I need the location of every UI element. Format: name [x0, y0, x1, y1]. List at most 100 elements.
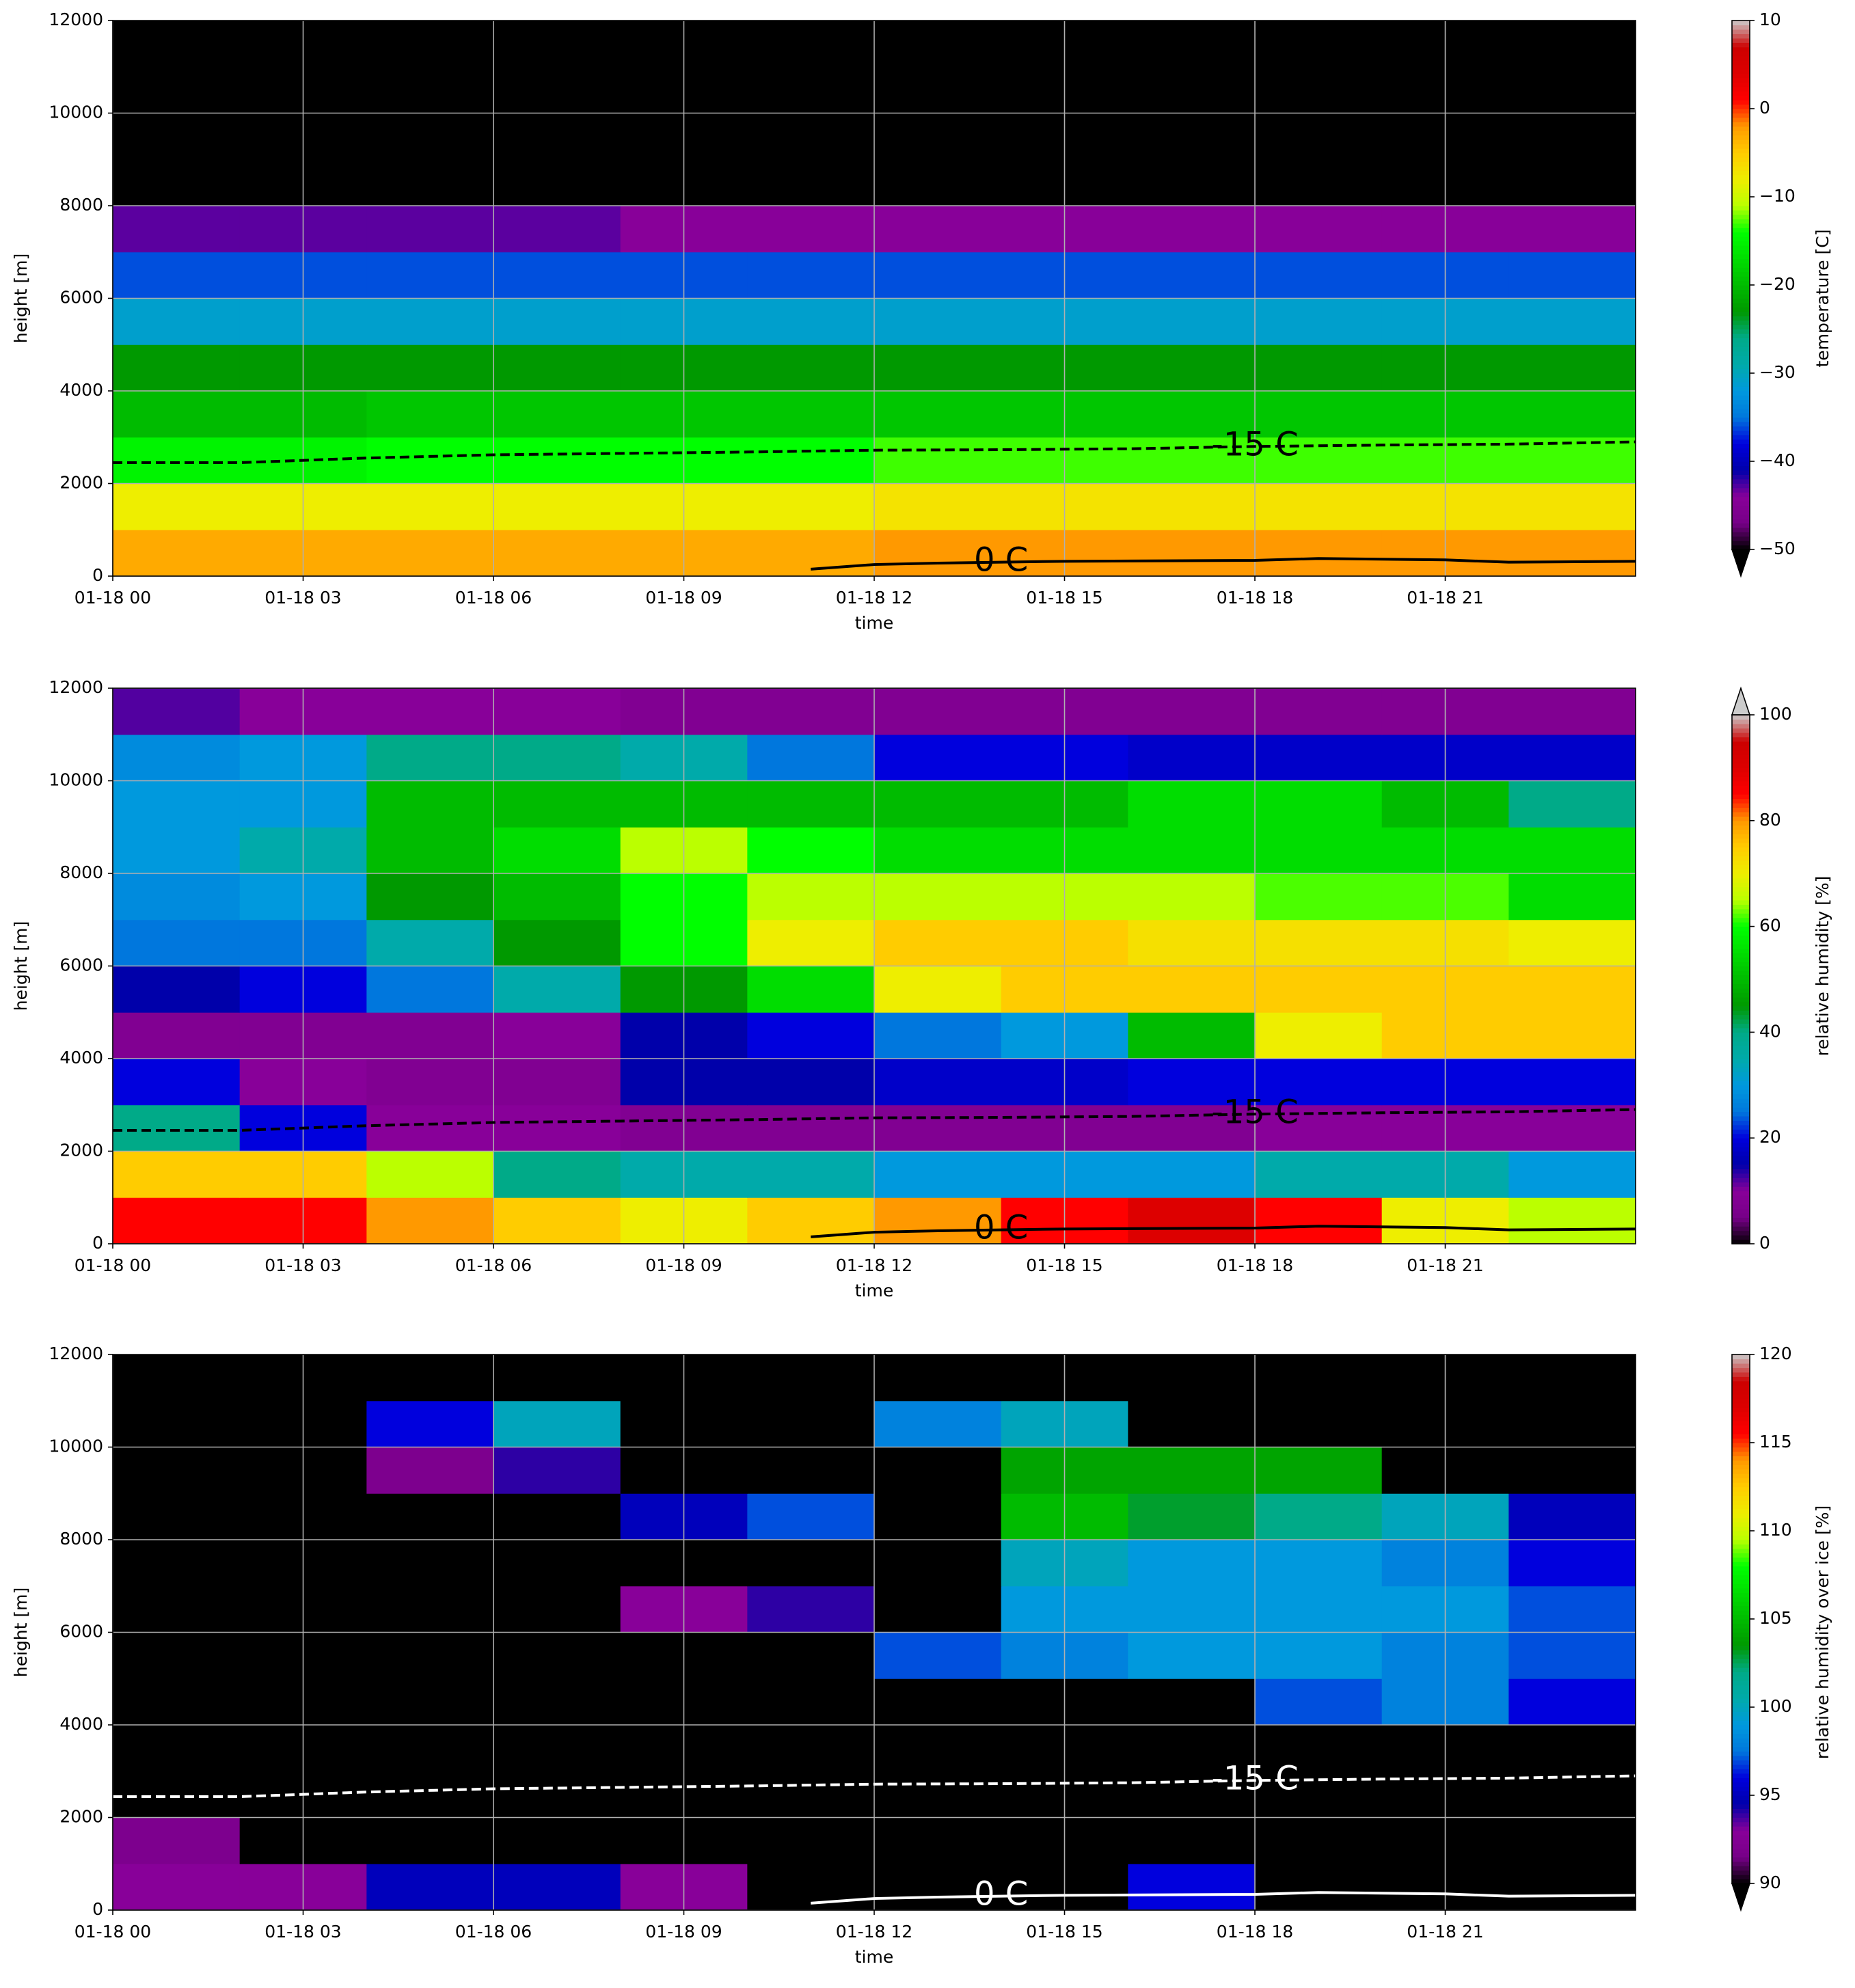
heatmap-cell: [493, 1197, 621, 1244]
contour-line: [811, 1225, 1636, 1238]
colorbar-segment: [1732, 1093, 1750, 1099]
colorbar-segment: [1732, 95, 1750, 100]
colorbar-segment: [1732, 1614, 1750, 1620]
colorbar-segment: [1732, 763, 1750, 768]
colorbar-segment: [1732, 1473, 1750, 1479]
colorbar-segment: [1732, 908, 1750, 914]
colorbar-segment: [1732, 55, 1750, 61]
heatmap-cell: [366, 1632, 494, 1679]
colorbar-frame: [1731, 714, 1750, 1244]
colorbar-segment: [1732, 1460, 1750, 1465]
colorbar-segment: [1732, 161, 1750, 167]
heatmap-cell: [493, 827, 621, 874]
colorbar-segment: [1732, 426, 1750, 431]
colorbar-segment: [1732, 1085, 1750, 1090]
colorbar-segment: [1732, 1027, 1750, 1033]
y-tick-label: 12000: [49, 1344, 103, 1363]
colorbar-segment: [1732, 1843, 1750, 1849]
heatmap-cell: [493, 919, 621, 966]
colorbar-segment: [1732, 1605, 1750, 1611]
heatmap-cell: [1128, 298, 1256, 345]
colorbar-segment: [1732, 737, 1750, 742]
x-tick-label: 01-18 21: [1407, 1255, 1483, 1275]
x-tick-label: 01-18 09: [645, 1255, 722, 1275]
y-tick-label: 4000: [59, 1714, 103, 1734]
colorbar-segment: [1732, 518, 1750, 523]
colorbar-tick-label: 0: [1759, 98, 1770, 118]
heatmap-cell: [1128, 966, 1256, 1013]
y-tick-label: 0: [92, 565, 103, 585]
y-axis-label: height [m]: [11, 921, 31, 1011]
heatmap-cell: [113, 206, 241, 253]
heatmap-cell: [1255, 344, 1383, 392]
heatmap-cell: [747, 1012, 875, 1059]
colorbar-segment: [1732, 1359, 1750, 1364]
x-tick-label: 01-18 18: [1217, 1255, 1293, 1275]
colorbar-segment: [1732, 1023, 1750, 1029]
colorbar-segment: [1732, 966, 1750, 971]
heatmap-cell: [493, 688, 621, 735]
colorbar-segment: [1732, 487, 1750, 493]
colorbar-segment: [1732, 829, 1750, 834]
heatmap-cell: [747, 919, 875, 966]
y-tick-label: 10000: [49, 770, 103, 790]
colorbar-segment: [1732, 1764, 1750, 1769]
colorbar-segment: [1732, 1124, 1750, 1130]
colorbar-segment: [1732, 1680, 1750, 1686]
colorbar-segment: [1732, 1861, 1750, 1866]
heatmap-cell: [493, 1354, 621, 1402]
colorbar-segment: [1732, 992, 1750, 998]
y-axis-label: height [m]: [11, 254, 31, 344]
x-tick-label: 01-18 12: [836, 588, 912, 608]
colorbar-segment: [1732, 38, 1750, 43]
heatmap-cell: [1255, 1864, 1383, 1911]
y-tick-label: 6000: [59, 288, 103, 308]
heatmap-cell: [366, 873, 494, 921]
heatmap-cell: [493, 530, 621, 577]
y-tick-label: 8000: [59, 195, 103, 215]
heatmap-cell: [1128, 483, 1256, 530]
heatmap-cell: [366, 966, 494, 1013]
colorbar-segment: [1732, 719, 1750, 724]
colorbar-segment: [1732, 1407, 1750, 1413]
colorbar-segment: [1732, 798, 1750, 804]
heatmap-cell: [1508, 1540, 1636, 1587]
colorbar-segment: [1732, 957, 1750, 962]
colorbar-segment: [1732, 728, 1750, 733]
heatmap-cell: [747, 113, 875, 160]
colorbar-segment: [1732, 772, 1750, 777]
colorbar-segment: [1732, 381, 1750, 387]
heatmap-cell: [1255, 873, 1383, 921]
heatmap-cell: [874, 1771, 1002, 1818]
y-tick-label: 4000: [59, 380, 103, 400]
colorbar-segment: [1732, 1111, 1750, 1117]
heatmap-cell: [113, 1725, 241, 1772]
heatmap-cell: [493, 391, 621, 438]
colorbar-segment: [1732, 1067, 1750, 1073]
colorbar-tick-label: 90: [1759, 1873, 1781, 1892]
heatmap-cell: [113, 159, 241, 206]
colorbar-segment: [1732, 214, 1750, 219]
colorbar-segment: [1732, 807, 1750, 813]
x-tick-label: 01-18 00: [75, 1255, 151, 1275]
colorbar-segment: [1732, 1654, 1750, 1659]
colorbar-segment: [1732, 201, 1750, 206]
heatmap-cell: [874, 1864, 1002, 1911]
colorbar-segment: [1732, 1588, 1750, 1593]
heatmap-cell: [366, 530, 494, 577]
colorbar-segment: [1732, 421, 1750, 426]
colorbar-segment: [1732, 723, 1750, 729]
colorbar-segment: [1732, 29, 1750, 34]
colorbar-segment: [1732, 514, 1750, 519]
heatmap-cell: [874, 688, 1002, 735]
colorbar-segment: [1732, 1469, 1750, 1474]
colorbar-segment: [1732, 1151, 1750, 1156]
colorbar-label: temperature [C]: [1813, 229, 1832, 367]
colorbar-segment: [1732, 825, 1750, 830]
heatmap-cell: [874, 1817, 1002, 1864]
heatmap-cell: [1508, 688, 1636, 735]
x-tick-label: 01-18 15: [1026, 1255, 1102, 1275]
colorbar-segment: [1732, 895, 1750, 901]
colorbar-segment: [1732, 368, 1750, 374]
contour-label: 0 C: [974, 1875, 1028, 1914]
